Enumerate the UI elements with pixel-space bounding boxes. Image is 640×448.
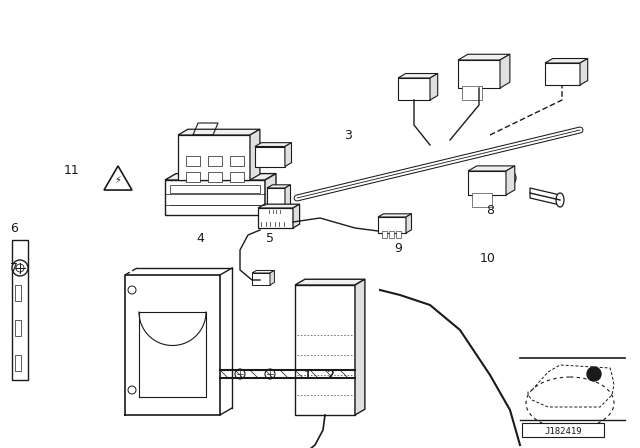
Polygon shape (530, 188, 560, 205)
Bar (208, 172, 222, 182)
Polygon shape (258, 208, 293, 228)
Polygon shape (293, 204, 300, 228)
Polygon shape (458, 60, 500, 88)
Bar (522, 423, 604, 437)
Polygon shape (285, 185, 291, 210)
Bar (15, 355, 21, 371)
Bar (462, 86, 482, 100)
Polygon shape (545, 59, 588, 63)
Bar (382, 231, 387, 238)
Bar (186, 156, 200, 166)
Text: J182419: J182419 (544, 426, 582, 435)
Text: 7: 7 (10, 262, 18, 275)
Polygon shape (267, 188, 285, 210)
Polygon shape (178, 135, 250, 180)
Polygon shape (255, 142, 291, 146)
Polygon shape (267, 185, 291, 188)
Text: 1: 1 (304, 369, 312, 382)
Polygon shape (398, 78, 430, 100)
Text: 6: 6 (10, 221, 18, 234)
Circle shape (235, 369, 245, 379)
Bar (15, 320, 21, 336)
Polygon shape (458, 54, 510, 60)
Polygon shape (252, 273, 270, 285)
Bar (15, 285, 21, 301)
Polygon shape (468, 166, 515, 171)
Text: 11: 11 (64, 164, 80, 177)
Circle shape (587, 367, 601, 381)
Bar (230, 156, 244, 166)
Ellipse shape (556, 193, 564, 207)
Polygon shape (378, 217, 406, 233)
Text: 2: 2 (326, 369, 334, 382)
Polygon shape (178, 129, 260, 135)
Polygon shape (500, 54, 510, 88)
Polygon shape (252, 271, 275, 273)
Polygon shape (506, 166, 515, 195)
Text: ⚡: ⚡ (115, 175, 122, 185)
Polygon shape (285, 142, 291, 167)
Bar (472, 193, 492, 207)
Polygon shape (545, 63, 580, 85)
Circle shape (265, 369, 275, 379)
Text: 2: 2 (326, 369, 334, 382)
Circle shape (12, 260, 28, 276)
Bar (186, 172, 200, 182)
Polygon shape (295, 285, 355, 415)
Polygon shape (468, 171, 506, 195)
Circle shape (128, 286, 136, 294)
Circle shape (16, 264, 24, 272)
Text: 5: 5 (266, 232, 274, 245)
Circle shape (504, 174, 512, 182)
Polygon shape (165, 180, 265, 215)
Polygon shape (378, 214, 412, 217)
Polygon shape (406, 214, 412, 233)
Text: 4: 4 (196, 232, 204, 245)
Polygon shape (398, 73, 438, 78)
Bar (170, 185, 260, 193)
Polygon shape (270, 271, 275, 285)
Bar (389, 231, 394, 238)
Bar (230, 172, 244, 182)
Polygon shape (104, 166, 132, 190)
Text: 3: 3 (344, 129, 352, 142)
Text: 8: 8 (486, 203, 494, 216)
Text: 10: 10 (480, 251, 496, 264)
Polygon shape (165, 174, 276, 180)
Polygon shape (580, 59, 588, 85)
Ellipse shape (526, 377, 614, 429)
Polygon shape (250, 129, 260, 180)
Polygon shape (265, 174, 276, 215)
Text: 1: 1 (304, 369, 312, 382)
Bar (208, 156, 222, 166)
Bar (12, 240, 28, 380)
Polygon shape (430, 73, 438, 100)
Text: 9: 9 (394, 241, 402, 254)
Circle shape (128, 386, 136, 394)
Polygon shape (355, 279, 365, 415)
Polygon shape (258, 204, 300, 208)
Polygon shape (295, 279, 365, 285)
Polygon shape (255, 146, 285, 167)
Bar (396, 231, 401, 238)
Circle shape (500, 170, 516, 186)
